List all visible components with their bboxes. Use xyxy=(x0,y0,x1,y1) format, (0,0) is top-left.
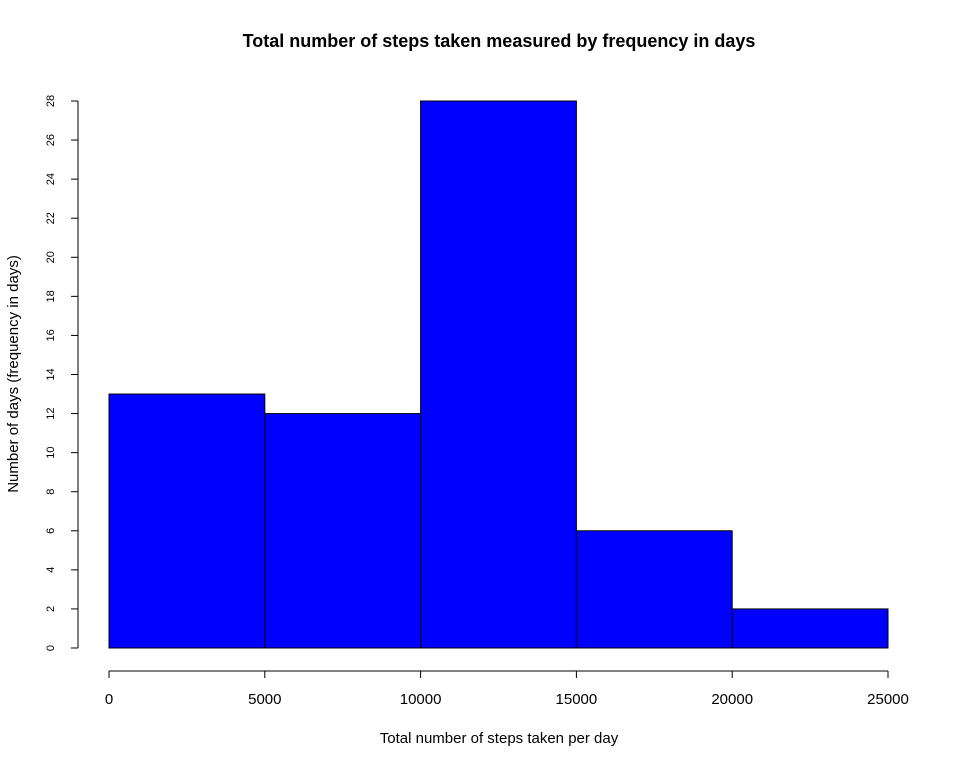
y-tick-label: 22 xyxy=(45,212,57,224)
histogram-bar xyxy=(731,608,889,649)
x-tick-label: 25000 xyxy=(867,691,909,708)
y-tick-label: 10 xyxy=(45,447,57,459)
histogram-bar xyxy=(264,413,422,649)
y-tick-label: 24 xyxy=(45,173,57,185)
y-tick-label: 16 xyxy=(45,329,57,341)
x-axis: 0 5000 10000 15000 20000 25000 xyxy=(105,670,909,708)
y-tick-label: 18 xyxy=(45,290,57,302)
y-tick-label: 8 xyxy=(45,489,57,495)
y-tick-label: 20 xyxy=(45,251,57,263)
histogram-bar xyxy=(420,100,577,649)
y-tick-label: 4 xyxy=(45,567,57,573)
y-tick-label: 0 xyxy=(45,645,57,651)
chart-title: Total number of steps taken measured by … xyxy=(243,31,756,51)
y-axis-label: Number of days (frequency in days) xyxy=(5,255,22,493)
y-tick-label: 6 xyxy=(45,528,57,534)
x-tick-label: 15000 xyxy=(556,691,598,708)
y-tick-label: 2 xyxy=(45,606,57,612)
x-tick-label: 5000 xyxy=(248,691,281,708)
x-axis-label: Total number of steps taken per day xyxy=(380,730,619,747)
bars-group xyxy=(108,100,889,649)
y-tick-label: 14 xyxy=(45,368,57,380)
x-tick-label: 0 xyxy=(105,691,113,708)
histogram-bar xyxy=(575,530,733,649)
y-tick-label: 28 xyxy=(45,95,57,107)
y-tick-label: 26 xyxy=(45,134,57,146)
y-tick-label: 12 xyxy=(45,407,57,419)
x-tick-label: 10000 xyxy=(400,691,442,708)
x-tick-label: 20000 xyxy=(711,691,753,708)
histogram-bar xyxy=(108,393,266,649)
